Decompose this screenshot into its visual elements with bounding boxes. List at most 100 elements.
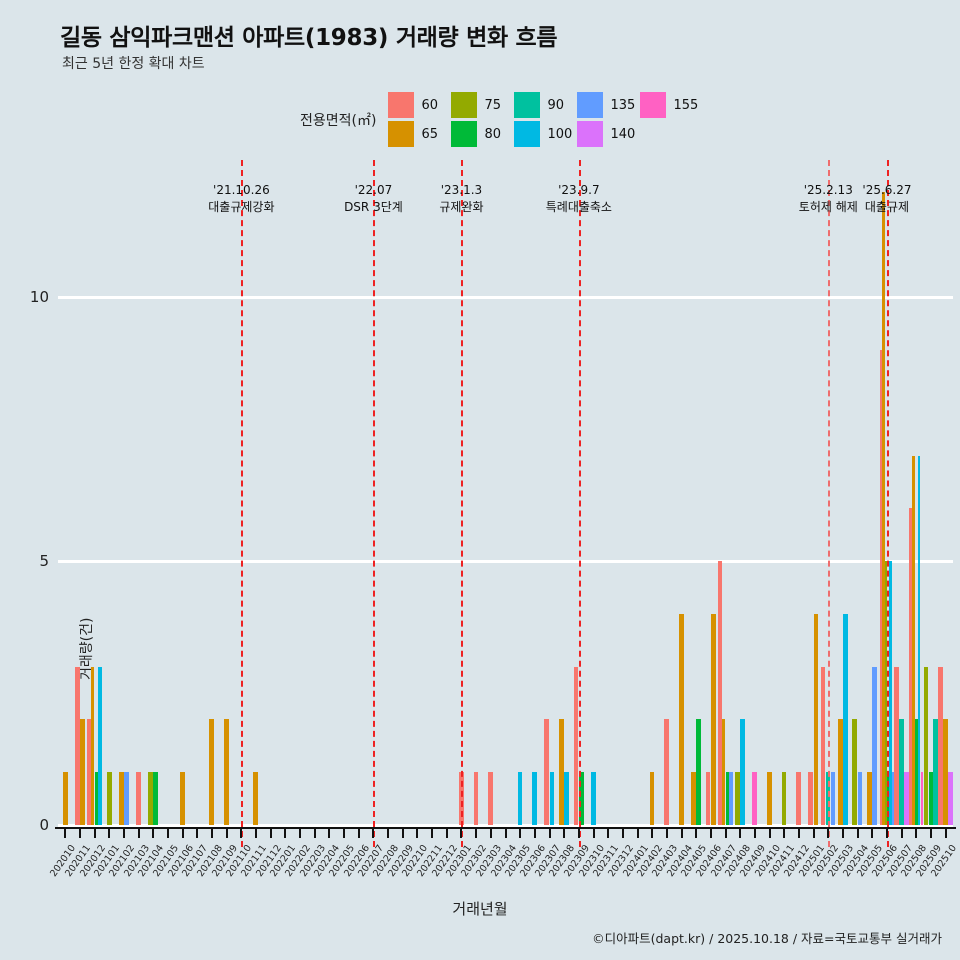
bar-202301-60	[458, 772, 464, 825]
bar-202011-60	[74, 666, 80, 825]
plot-area: 거래량(건) 0 5 10'21.10.26 대출규제강화 '22.07 DSR 3단계 '…	[30, 160, 953, 847]
bar-202503-65	[837, 719, 843, 825]
bar-202510-140	[948, 772, 953, 825]
x-tick-202304	[504, 827, 507, 838]
bar-202106-65	[180, 772, 185, 825]
bar-202012-65	[91, 666, 95, 825]
x-tick-202305	[519, 827, 522, 838]
bar-202402-65	[649, 772, 655, 825]
x-tick-202111	[255, 827, 258, 838]
legend-label-75: 75	[484, 97, 501, 113]
bar-202010-65	[62, 772, 68, 825]
bar-202309-80	[578, 772, 584, 825]
legend-item-65[interactable]: 65	[388, 121, 447, 147]
event-line-202207	[373, 160, 376, 847]
x-tick-202103	[137, 827, 140, 838]
bar-202508-60	[908, 508, 912, 825]
bar-202502-90	[825, 772, 831, 825]
legend-item-80[interactable]: 80	[451, 121, 510, 147]
event-date-202506: '25.6.27	[862, 183, 912, 197]
x-tick-202302	[475, 827, 478, 838]
x-tick-202507	[900, 827, 903, 838]
bar-202012-100	[98, 666, 102, 825]
x-tick-202107	[196, 827, 199, 838]
x-tick-202201	[284, 827, 287, 838]
legend-item-140[interactable]: 140	[577, 121, 636, 147]
event-line-202301	[461, 160, 464, 847]
event-date-202309: '23.9.7	[558, 183, 600, 197]
bar-202509-80	[928, 772, 934, 825]
page-title: 길동 삼익파크맨션 아파트(1983) 거래량 변화 흐름	[60, 25, 558, 51]
x-tick-202104	[152, 827, 155, 838]
x-tick-202401	[636, 827, 639, 838]
bar-202411-75	[781, 772, 787, 825]
x-tick-202412	[797, 827, 800, 838]
x-tick-202109	[225, 827, 228, 838]
bar-202012-60	[87, 719, 91, 825]
y-tick-label-10: 10	[29, 288, 49, 307]
legend-label-135: 135	[610, 97, 636, 113]
legend-item-60[interactable]: 60	[388, 92, 447, 118]
x-tick-202411	[783, 827, 786, 838]
x-tick-202205	[343, 827, 346, 838]
event-annotation-202110: '21.10.26 대출규제강화	[208, 182, 274, 217]
event-annotation-202309: '23.9.7 특례대출축소	[546, 182, 612, 217]
legend-label-80: 80	[484, 126, 501, 142]
x-tick-202203	[313, 827, 316, 838]
x-tick-202209	[401, 827, 404, 838]
x-tick-202307	[548, 827, 551, 838]
bar-202309-60	[573, 666, 579, 825]
event-date-202110: '21.10.26	[213, 183, 270, 197]
event-line-202506	[886, 160, 889, 847]
event-line-202110	[241, 160, 244, 847]
legend-item-155[interactable]: 155	[640, 92, 699, 118]
legend-item-135[interactable]: 135	[577, 92, 636, 118]
legend-swatch-75	[451, 92, 478, 118]
legend-item-90[interactable]: 90	[514, 92, 573, 118]
x-tick-202509	[929, 827, 932, 838]
x-tick-202306	[533, 827, 536, 838]
event-label-202207: DSR 3단계	[344, 200, 403, 215]
bar-202507-140	[904, 772, 909, 825]
bar-202103-60	[136, 772, 141, 825]
bar-202505-135	[872, 666, 878, 825]
legend-item-75[interactable]: 75	[451, 92, 510, 118]
bar-202506-100	[889, 561, 892, 825]
x-tick-202403	[665, 827, 668, 838]
event-date-202207: '22.07	[354, 183, 393, 197]
event-annotation-202506: '25.6.27 대출규제	[862, 182, 911, 217]
x-tick-202508	[915, 827, 918, 838]
event-date-202301: '23.1.3	[440, 183, 483, 197]
legend-title: 전용면적(㎡)	[300, 112, 377, 129]
bar-202408-100	[740, 719, 746, 825]
x-tick-202410	[768, 827, 771, 838]
legend-label-140: 140	[610, 126, 636, 142]
x-tick-202506	[885, 827, 888, 838]
x-tick-202303	[489, 827, 492, 838]
event-line-202309	[578, 160, 581, 847]
legend-swatch-100	[514, 121, 541, 147]
bar-202508-80	[914, 719, 918, 825]
bar-202306-100	[532, 772, 538, 825]
bar-202011-65	[80, 719, 85, 825]
legend-label-100: 100	[547, 126, 573, 142]
bar-202406-60	[705, 772, 711, 825]
bar-202101-75	[106, 772, 112, 825]
x-tick-202202	[299, 827, 302, 838]
x-tick-202309	[577, 827, 580, 838]
bar-202109-65	[224, 719, 229, 825]
x-tick-202406	[709, 827, 712, 838]
x-tick-202510	[944, 827, 947, 838]
legend-swatch-65	[388, 121, 415, 147]
bar-202012-80	[94, 772, 99, 825]
bar-202307-100	[549, 772, 555, 825]
bar-202108-65	[209, 719, 215, 825]
legend-swatch-155	[640, 92, 667, 118]
x-tick-202312	[621, 827, 624, 838]
x-tick-202308	[563, 827, 566, 838]
bar-202502-60	[820, 666, 826, 825]
legend-item-100[interactable]: 100	[514, 121, 573, 147]
x-axis: 202010 202011 202012 202101 202102 202103 2021…	[49, 827, 959, 879]
bar-202404-65	[678, 613, 684, 825]
